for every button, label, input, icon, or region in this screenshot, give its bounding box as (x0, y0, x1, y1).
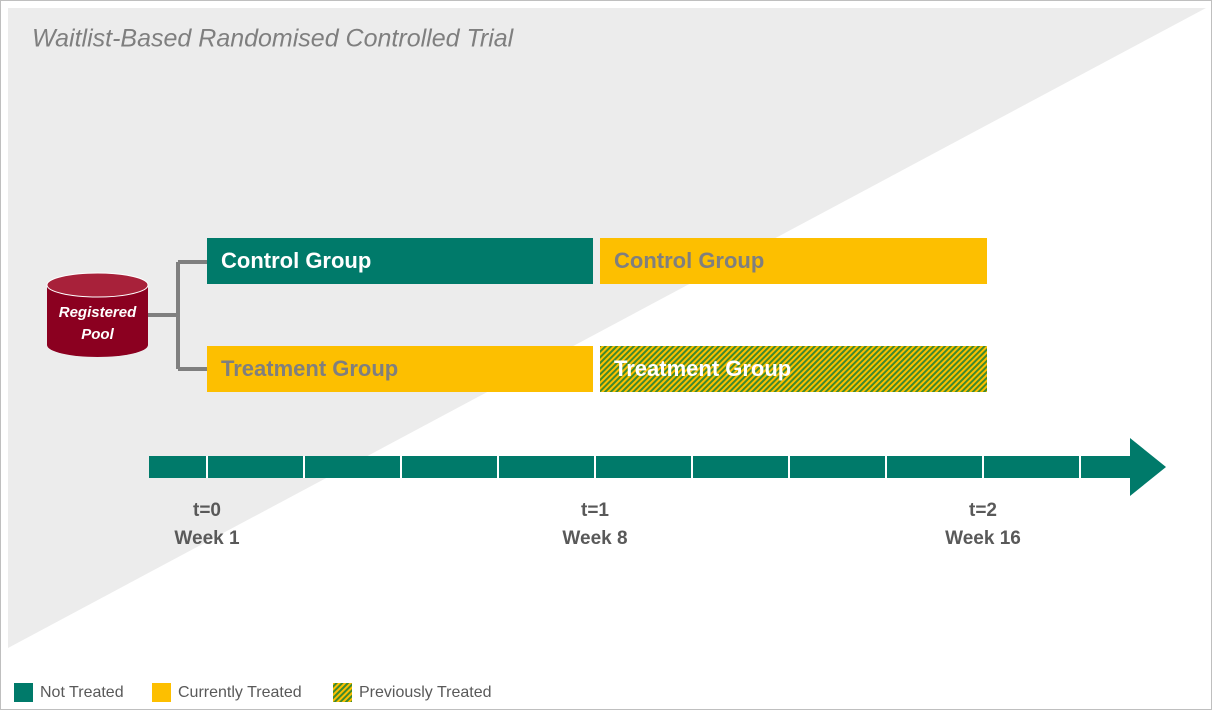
week-label: Week 16 (945, 528, 1021, 549)
pool-label: Registered (59, 304, 137, 321)
background-triangle (8, 8, 1206, 648)
group-label: Control Group (221, 248, 371, 273)
legend-swatch (152, 683, 171, 702)
timeline-arrow (149, 438, 1166, 496)
legend-label: Previously Treated (359, 684, 492, 701)
legend-label: Not Treated (40, 684, 124, 701)
pool-label: Pool (81, 326, 114, 343)
week-label: Week 8 (562, 528, 627, 549)
legend-swatch (333, 683, 352, 702)
time-label: t=2 (969, 500, 997, 521)
control-phase1 (207, 238, 593, 284)
group-label: Treatment Group (614, 356, 791, 381)
title: Waitlist-Based Randomised Controlled Tri… (32, 25, 515, 53)
time-label: t=1 (581, 500, 609, 521)
group-label: Control Group (614, 248, 764, 273)
treatment-phase2 (600, 346, 987, 392)
legend: Not Treated Currently Treated Previously… (14, 683, 492, 702)
treatment-phase1 (207, 346, 593, 392)
week-label: Week 1 (174, 528, 240, 549)
legend-swatch (14, 683, 33, 702)
group-label: Treatment Group (221, 356, 398, 381)
control-phase2 (600, 238, 987, 284)
legend-label: Currently Treated (178, 684, 302, 701)
pool-cylinder: Registered Pool (46, 272, 149, 357)
time-label: t=0 (193, 500, 221, 521)
connector (148, 260, 207, 371)
